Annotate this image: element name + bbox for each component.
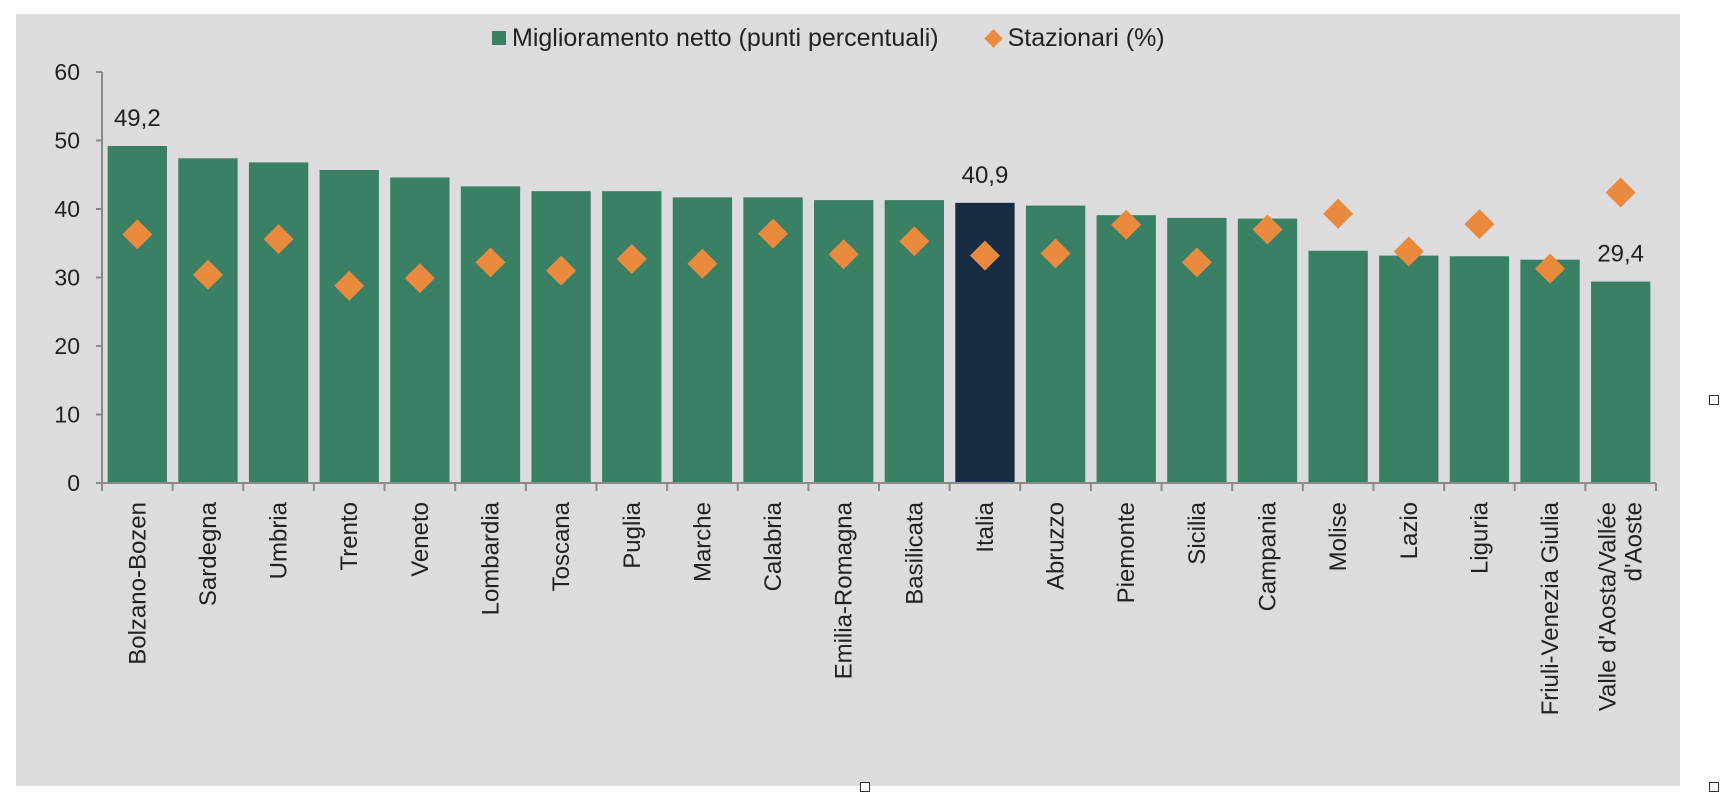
y-tick-label-2: 20 [54,333,80,359]
marker-18 [1393,236,1424,267]
marker-10 [828,239,859,270]
marker-7 [616,244,647,275]
x-tick-label-21-line-1: d'Aoste [1621,502,1648,581]
x-tick-label-19: Liguria [1466,501,1493,574]
bar-5 [460,186,521,483]
bar-8 [672,197,733,484]
bar-1 [178,158,238,483]
marker-0 [122,219,153,250]
data-label-0: 49,2 [114,105,161,132]
marker-1 [192,259,223,290]
x-tick-label-4: Veneto [407,502,434,577]
y-tick-label-6: 60 [54,59,80,85]
bar-2 [248,162,309,484]
x-tick-label-7: Puglia [619,501,646,568]
y-tick-label-5: 50 [54,128,80,154]
marker-20 [1535,253,1566,284]
x-tick-label-20: Friuli-Venezia Giulia [1537,501,1564,715]
bar-19 [1449,256,1510,483]
marker-9 [758,218,789,249]
x-tick-label-14: Piemonte [1113,502,1140,603]
legend-bar-swatch [492,31,506,45]
marker-21 [1605,177,1636,208]
marker-2 [263,224,294,255]
resize-handle-corner[interactable] [1709,782,1719,792]
marker-16 [1252,214,1283,245]
legend-item-bars: Miglioramento netto (punti percentuali) [492,24,939,53]
resize-handle-bottom[interactable] [860,782,870,792]
x-tick-label-21-line-0: Valle d'Aosta/Vallée [1595,502,1622,711]
x-tick-label-9: Calabria [760,501,787,591]
x-tick-label-1: Sardegna [195,501,222,606]
marker-5 [475,247,506,278]
bar-17 [1308,250,1368,483]
x-tick-label-3: Trento [336,502,363,570]
bar-18 [1379,255,1439,483]
marker-13 [1040,238,1071,269]
bar-16 [1237,218,1298,483]
x-tick-label-5: Lombardia [478,501,505,615]
legend-label-markers: Stazionari (%) [1007,23,1165,52]
legend-item-markers: Stazionari (%) [983,23,1165,53]
y-tick-label-0: 0 [67,470,80,496]
bar-4 [390,177,450,484]
x-tick-label-17: Molise [1325,502,1352,571]
x-tick-label-12: Italia [972,501,999,552]
chart-legend: Miglioramento netto (punti percentuali) … [0,20,1728,56]
marker-14 [1111,209,1142,240]
x-tick-label-8: Marche [689,502,716,582]
x-tick-label-11: Basilicata [901,501,928,604]
data-label-1: 40,9 [962,162,1009,189]
marker-11 [899,226,930,257]
bar-0 [107,145,167,484]
y-tick-label-3: 30 [54,265,80,291]
bar-3 [319,169,379,483]
y-tick-label-1: 10 [54,402,80,428]
legend-label-bars: Miglioramento netto (punti percentuali) [512,23,939,52]
bar-7 [602,191,662,483]
x-tick-label-18: Lazio [1396,502,1423,559]
marker-8 [687,248,718,279]
x-tick-label-2: Umbria [266,501,293,579]
bar-6 [531,191,591,483]
marker-19 [1464,209,1495,240]
data-label-2: 29,4 [1597,241,1644,268]
resize-handle-right[interactable] [1709,395,1719,405]
marker-4 [404,263,435,294]
x-tick-label-10: Emilia-Romagna [831,501,858,679]
marker-17 [1323,198,1354,229]
x-tick-label-13: Abruzzo [1043,502,1070,590]
marker-3 [334,270,365,301]
x-tick-label-16: Campania [1255,501,1282,611]
x-tick-label-6: Toscana [548,501,575,591]
x-tick-label-0: Bolzano-Bozen [124,502,151,665]
marker-6 [546,255,577,286]
y-tick-label-4: 40 [54,196,80,222]
marker-12 [969,240,1000,271]
bar-14 [1096,215,1156,484]
marker-15 [1181,247,1212,278]
bar-21 [1591,281,1651,483]
bar-20 [1520,259,1580,483]
x-tick-label-15: Sicilia [1184,501,1211,564]
